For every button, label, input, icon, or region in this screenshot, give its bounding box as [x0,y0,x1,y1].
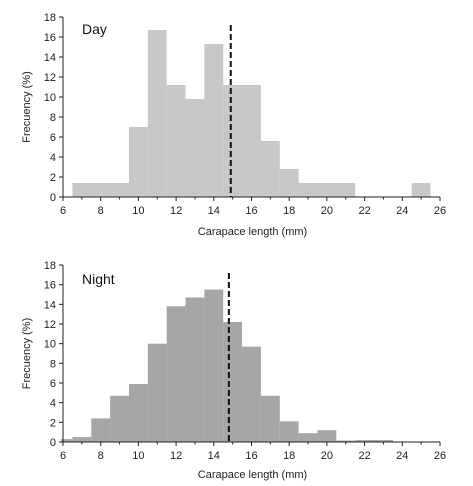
y-tick-label: 4 [50,152,56,164]
x-tick-label: 8 [98,205,104,217]
x-tick-label: 20 [321,205,333,217]
x-tick-label: 16 [245,450,257,462]
y-tick-label: 0 [50,192,56,204]
y-axis-title: Frecuency (%) [21,71,33,143]
y-tick-label: 10 [44,339,56,351]
histogram-bar [147,30,167,197]
y-tick-label: 18 [44,260,56,272]
y-tick-label: 10 [44,92,56,104]
y-axis-title: Frecuency (%) [21,318,33,390]
x-tick-label: 12 [170,450,182,462]
histogram-bar [204,44,224,197]
histogram-bar [166,85,186,197]
histogram-bar [298,433,318,442]
x-tick-label: 22 [358,450,370,462]
x-tick-label: 20 [321,450,333,462]
histogram-bar [242,346,261,442]
y-tick-label: 16 [44,32,56,44]
x-tick-label: 14 [208,450,220,462]
y-tick-label: 2 [50,172,56,184]
histogram-bar [166,306,186,442]
histogram-bar [61,439,73,442]
x-tick-label: 12 [170,205,182,217]
histogram-bar [374,440,393,442]
y-tick-label: 14 [44,299,56,311]
y-tick-label: 12 [44,72,56,84]
x-tick-label: 24 [396,450,408,462]
histogram-bar [355,440,375,442]
histogram-bar [72,183,129,197]
y-tick-label: 12 [44,319,56,331]
panel-label: Day [82,21,107,37]
histogram-bar [298,183,356,197]
y-tick-label: 18 [44,12,56,24]
histogram-bar [128,127,148,197]
y-tick-label: 6 [50,378,56,390]
histogram-bar [242,85,261,197]
histogram-bar [260,395,280,442]
y-tick-label: 16 [44,280,56,292]
y-tick-label: 6 [50,132,56,144]
x-tick-label: 6 [60,450,66,462]
histogram-bar [147,343,167,442]
x-tick-label: 8 [98,450,104,462]
y-tick-label: 8 [50,112,56,124]
x-axis-title: Carapace length (mm) [198,469,307,481]
histogram-bar [204,289,224,442]
x-tick-label: 6 [60,205,66,217]
x-tick-label: 16 [245,205,257,217]
histogram-bar [260,141,280,197]
histogram-bar [336,440,356,442]
histogram-bar [223,322,243,442]
x-tick-label: 26 [434,450,446,462]
histogram-bar [317,430,337,442]
histogram-bar [128,383,148,442]
x-tick-label: 22 [358,205,370,217]
histogram-bar [279,421,299,442]
panel-label: Night [82,271,115,287]
histogram-bar [411,183,431,197]
x-axis-title: Carapace length (mm) [198,226,307,238]
x-tick-label: 10 [132,205,144,217]
x-tick-label: 14 [208,205,220,217]
y-tick-label: 8 [50,358,56,370]
histogram-bar [110,395,129,442]
x-tick-label: 18 [283,205,295,217]
y-tick-label: 0 [50,437,56,449]
y-tick-label: 14 [44,52,56,64]
y-tick-label: 2 [50,417,56,429]
x-tick-label: 24 [396,205,408,217]
histogram-bar [72,437,92,442]
histogram-bar [279,169,299,197]
x-tick-label: 18 [283,450,295,462]
histogram-bar [185,297,205,442]
x-tick-label: 10 [132,450,144,462]
histogram-bar [223,85,243,197]
y-tick-label: 4 [50,398,56,410]
histogram-bar [185,99,205,197]
x-tick-label: 26 [434,205,446,217]
histogram-bar [91,418,111,442]
